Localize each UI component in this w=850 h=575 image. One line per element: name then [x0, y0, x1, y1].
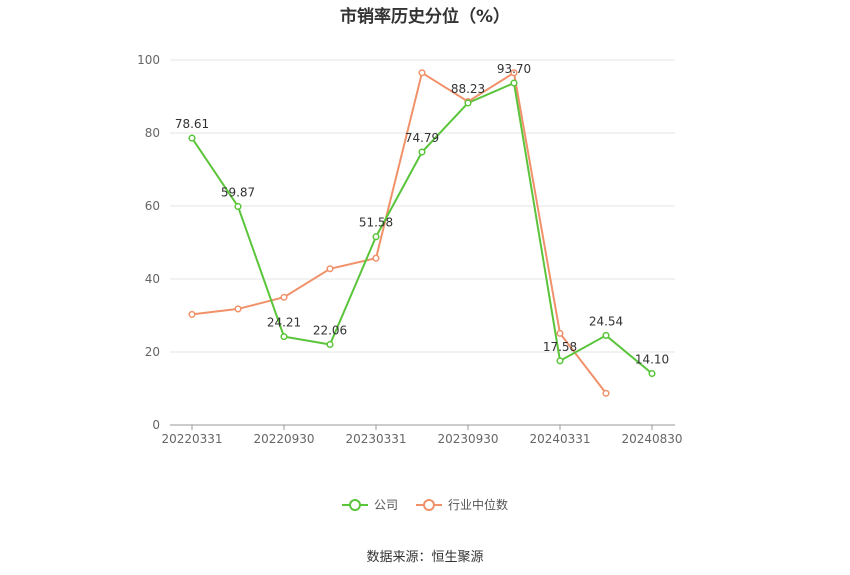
- data-point-0: [418, 148, 426, 156]
- series-points: [188, 69, 656, 397]
- data-point-1: [556, 329, 564, 337]
- y-tick-label: 60: [145, 199, 160, 213]
- data-label: 93.70: [497, 62, 531, 76]
- data-point-1: [280, 293, 288, 301]
- data-point-0: [602, 331, 610, 339]
- series-lines: [191, 71, 653, 394]
- data-point-0: [648, 369, 656, 378]
- x-tick-label: 20240830: [621, 432, 682, 446]
- legend-label: 行业中位数: [448, 498, 509, 512]
- x-tick-label: 20230331: [345, 432, 406, 446]
- data-point-0: [326, 340, 334, 349]
- legend-swatch: [416, 498, 442, 512]
- data-label: 59.87: [221, 185, 255, 199]
- data-label: 22.06: [313, 323, 347, 337]
- series-line-1: [191, 71, 607, 394]
- y-tick-label: 40: [145, 272, 160, 286]
- y-tick-label: 20: [145, 345, 160, 359]
- y-axis: 0 20 40 60 80 100: [137, 53, 160, 432]
- x-axis: 20220331 20220930 20230331 20230930 20240331…: [161, 424, 683, 446]
- data-label: 24.21: [267, 316, 301, 330]
- legend-item-0[interactable]: 公司: [341, 496, 398, 513]
- legend-swatch: [341, 498, 368, 512]
- legend: 公司 行业中位数: [0, 496, 850, 513]
- data-point-0: [234, 202, 242, 211]
- y-tick-label: 100: [137, 53, 160, 67]
- data-label: 17.58: [543, 340, 577, 354]
- data-label: 14.10: [635, 353, 669, 367]
- data-point-0: [556, 357, 564, 365]
- data-label: 74.79: [405, 131, 439, 145]
- data-point-1: [234, 305, 242, 313]
- x-tick-label: 20230930: [437, 432, 498, 446]
- data-point-1: [510, 69, 518, 77]
- data-point-0: [464, 99, 472, 107]
- data-point-0: [280, 333, 288, 341]
- series-line-0: [191, 81, 653, 375]
- y-tick-label: 0: [152, 418, 160, 432]
- data-point-1: [602, 389, 610, 397]
- data-point-1: [372, 254, 380, 262]
- y-tick-label: 80: [145, 126, 160, 140]
- legend-item-1[interactable]: 行业中位数: [416, 496, 508, 513]
- x-tick-label: 20220930: [253, 432, 314, 446]
- data-point-1: [188, 310, 196, 318]
- data-point-1: [418, 69, 426, 77]
- x-tick-label: 20220331: [161, 432, 222, 446]
- data-point-1: [326, 265, 334, 273]
- grid-lines: [170, 59, 675, 353]
- data-label: 51.58: [359, 216, 393, 230]
- data-label: 78.61: [175, 117, 209, 131]
- chart-title: 市销率历史分位（%）: [339, 7, 511, 27]
- data-label: 24.54: [589, 314, 623, 328]
- legend-label: 公司: [373, 498, 398, 512]
- data-point-0: [510, 79, 518, 87]
- x-tick-label: 20240331: [529, 432, 590, 446]
- data-point-0: [188, 134, 196, 142]
- source-note: 数据来源：恒生聚源: [366, 550, 484, 565]
- data-labels: 78.61 59.87 24.21 22.06 51.58 74.79 88.23 93.70…: [175, 62, 669, 367]
- data-point-0: [372, 233, 380, 241]
- data-label: 88.23: [451, 82, 485, 96]
